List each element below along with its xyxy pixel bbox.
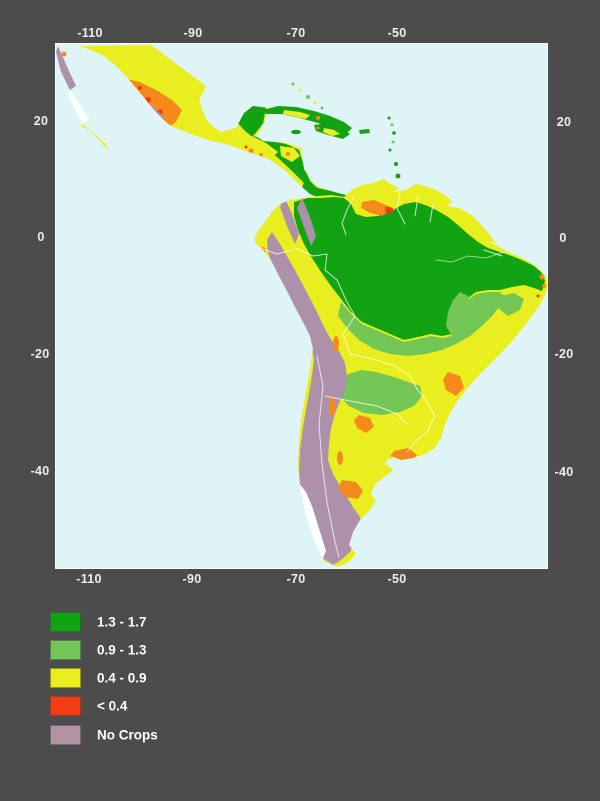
mexico-central-america-landmass: [78, 45, 349, 202]
axis-tick-bottom-2: -90: [182, 572, 202, 586]
map-canvas: [55, 43, 548, 569]
axis-tick-top-4: -50: [387, 26, 407, 40]
south-america-landmass: [254, 179, 547, 567]
legend-label-verylow: < 0.4: [97, 698, 128, 714]
paraguay-mid-region: [338, 370, 422, 415]
andes-no-crops-region: [267, 232, 363, 565]
rio-de-la-plata: [385, 458, 402, 470]
border-belize: [261, 123, 271, 138]
lesser-antilles: [387, 116, 401, 179]
legend-swatch-mid: [50, 640, 81, 660]
caribbean-islands: [263, 82, 401, 179]
axis-tick-top-2: -90: [183, 26, 203, 40]
legend-swatch-high: [50, 612, 81, 632]
axis-tick-top-3: -70: [286, 26, 306, 40]
bahamas: [291, 82, 324, 110]
axis-tick-bottom-3: -70: [286, 572, 306, 586]
legend-label-mid: 0.9 - 1.3: [97, 642, 147, 658]
axis-tick-left-3: -20: [30, 347, 50, 361]
yucatan-central-america-high: [235, 104, 317, 188]
legend-swatch-low: [50, 668, 81, 688]
baja-california: [56, 46, 109, 151]
axis-tick-left-4: -40: [30, 464, 50, 478]
axis-tick-bottom-4: -50: [387, 572, 407, 586]
puerto-rico: [359, 129, 370, 134]
axis-tick-right-4: -40: [554, 465, 574, 479]
amazon-high-region: [294, 197, 545, 340]
latin-america-map: [56, 45, 547, 567]
sierra-madre-no-crops: [109, 84, 132, 123]
axis-tick-right-2: 0: [559, 231, 567, 245]
jamaica: [291, 129, 301, 135]
legend-label-high: 1.3 - 1.7: [97, 614, 147, 630]
axis-tick-bottom-1: -110: [76, 572, 102, 586]
country-borders: [259, 191, 436, 558]
axis-tick-right-1: 20: [556, 115, 572, 129]
ne-brazil-mid-column: [446, 292, 471, 336]
legend-label-nocrops: No Crops: [97, 727, 158, 743]
axis-tick-right-3: -20: [554, 347, 574, 361]
legend-swatch-nocrops: [50, 725, 81, 745]
axis-tick-left-1: 20: [33, 114, 49, 128]
axis-tick-top-1: -110: [77, 26, 103, 40]
legend-label-low: 0.4 - 0.9: [97, 670, 147, 686]
legend-swatch-verylow: [50, 696, 81, 716]
axis-tick-left-2: 0: [37, 230, 45, 244]
